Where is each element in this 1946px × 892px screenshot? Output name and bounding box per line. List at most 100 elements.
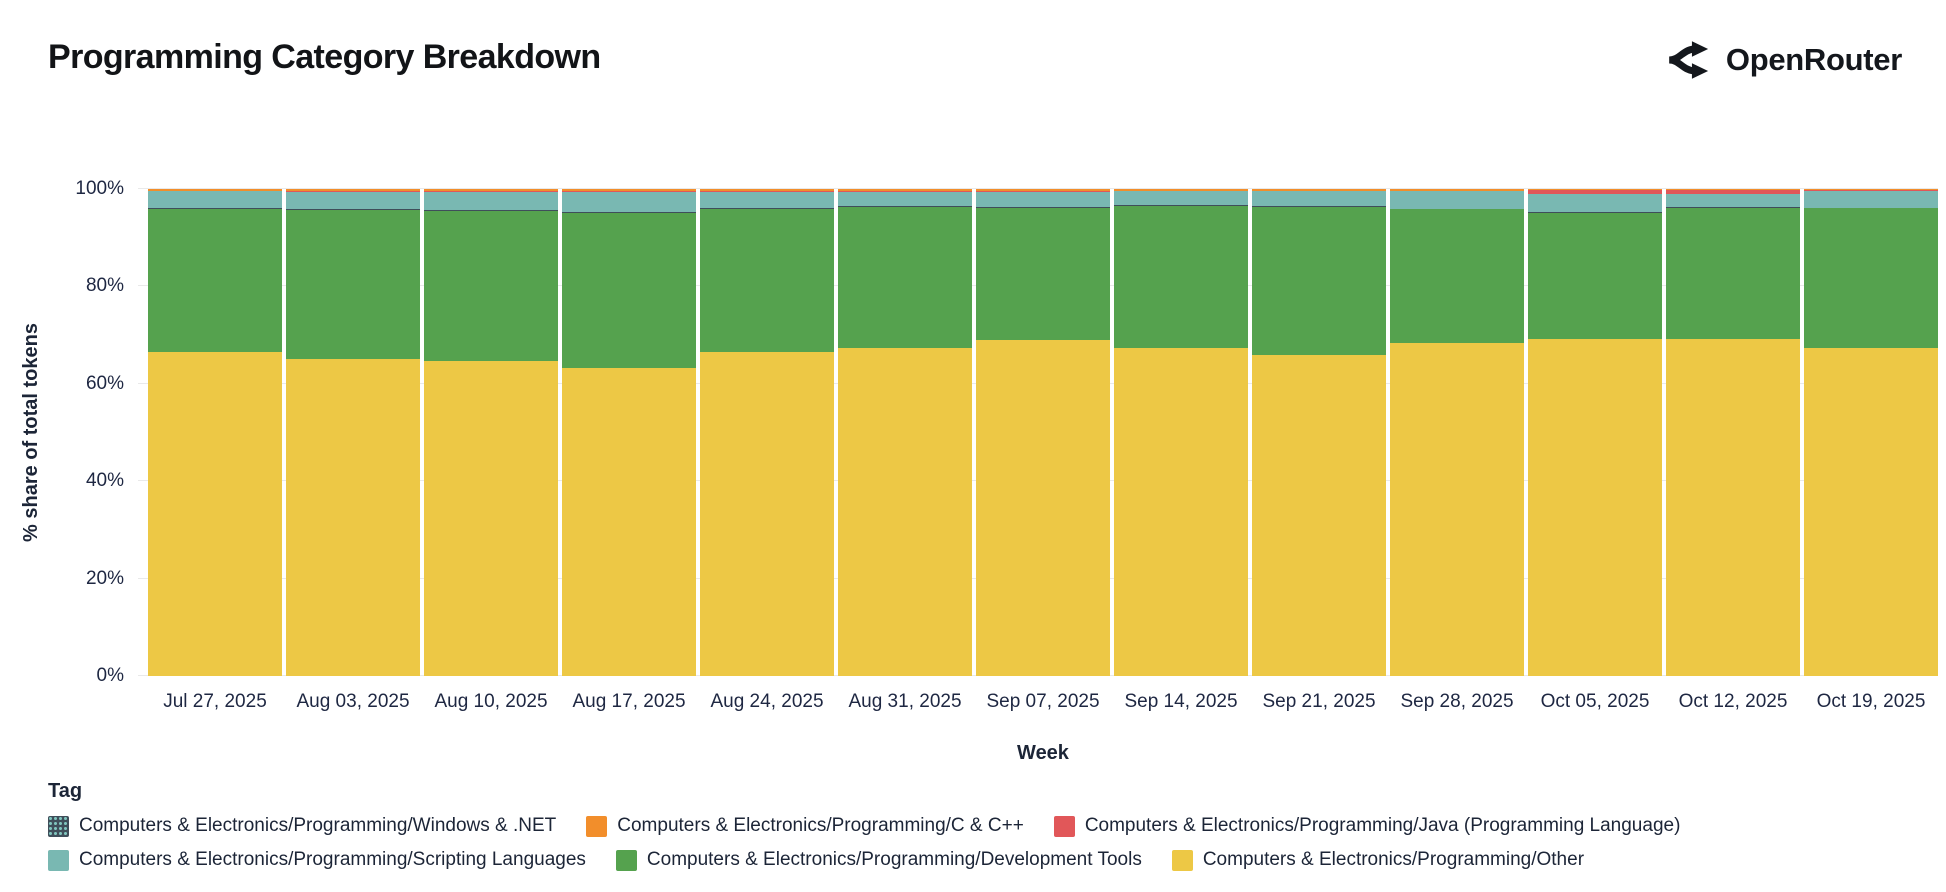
bar-segment-scripting-languages[interactable]: [1252, 191, 1386, 207]
bar-segment-scripting-languages[interactable]: [976, 191, 1110, 207]
bar-jul-27-2025[interactable]: [148, 189, 282, 676]
bar-segment-windows-net[interactable]: [148, 208, 282, 209]
bar-segment-scripting-languages[interactable]: [562, 191, 696, 212]
gridline-100: [138, 188, 1938, 189]
bar-sep-21-2025[interactable]: [1252, 189, 1386, 676]
bar-segment-other[interactable]: [286, 358, 420, 676]
bar-segment-development-tools[interactable]: [424, 210, 558, 361]
bar-segment-other[interactable]: [838, 348, 972, 676]
legend-label: Computers & Electronics/Programming/Deve…: [646, 849, 1142, 870]
bar-segment-scripting-languages[interactable]: [286, 191, 420, 209]
x-tick-label: Sep 14, 2025: [1124, 691, 1238, 712]
bar-segment-windows-net[interactable]: [1528, 212, 1662, 214]
legend-item-scripting-languages[interactable]: Computers & Electronics/Programming/Scri…: [48, 849, 586, 871]
bar-segment-development-tools[interactable]: [1804, 208, 1938, 348]
bar-segment-java-programming-language[interactable]: [1666, 189, 1800, 194]
bar-segment-other[interactable]: [148, 352, 282, 676]
bar-segment-development-tools[interactable]: [1666, 207, 1800, 339]
bar-segment-other[interactable]: [424, 360, 558, 676]
bar-segment-c-c[interactable]: [838, 189, 972, 192]
bars-container: [148, 189, 1938, 676]
bar-segment-c-c[interactable]: [1252, 189, 1386, 191]
bar-segment-windows-net[interactable]: [838, 206, 972, 208]
bar-aug-31-2025[interactable]: [838, 189, 972, 676]
bar-aug-17-2025[interactable]: [562, 189, 696, 676]
bar-segment-scripting-languages[interactable]: [424, 191, 558, 210]
bar-segment-scripting-languages[interactable]: [1804, 190, 1938, 208]
bar-segment-scripting-languages[interactable]: [148, 191, 282, 209]
bar-segment-development-tools[interactable]: [700, 208, 834, 353]
bar-segment-development-tools[interactable]: [286, 209, 420, 359]
bar-segment-windows-net[interactable]: [700, 208, 834, 209]
bar-segment-c-c[interactable]: [1390, 189, 1524, 191]
bar-segment-development-tools[interactable]: [148, 208, 282, 353]
page-title: Programming Category Breakdown: [48, 38, 601, 76]
bar-segment-other[interactable]: [976, 339, 1110, 676]
y-tick-label: 100%: [75, 178, 124, 199]
x-tick-label: Sep 07, 2025: [986, 691, 1100, 712]
bar-oct-19-2025[interactable]: [1804, 189, 1938, 676]
bar-segment-development-tools[interactable]: [1390, 209, 1524, 344]
bar-sep-07-2025[interactable]: [976, 189, 1110, 676]
bar-oct-12-2025[interactable]: [1666, 189, 1800, 676]
legend-item-java-programming-language[interactable]: Computers & Electronics/Programming/Java…: [1053, 815, 1680, 837]
legend-item-windows-net[interactable]: Computers & Electronics/Programming/Wind…: [48, 815, 556, 837]
x-tick-label: Sep 21, 2025: [1262, 691, 1376, 712]
bar-aug-10-2025[interactable]: [424, 189, 558, 676]
bar-segment-c-c[interactable]: [424, 189, 558, 192]
bar-segment-development-tools[interactable]: [976, 207, 1110, 340]
bar-segment-c-c[interactable]: [700, 189, 834, 192]
bar-segment-other[interactable]: [700, 352, 834, 676]
legend-item-other[interactable]: Computers & Electronics/Programming/Othe…: [1171, 849, 1584, 871]
bar-segment-c-c[interactable]: [1114, 189, 1248, 191]
bar-segment-other[interactable]: [1666, 339, 1800, 676]
bar-segment-development-tools[interactable]: [838, 207, 972, 349]
bar-segment-windows-net[interactable]: [1252, 206, 1386, 208]
bar-segment-windows-net[interactable]: [1390, 208, 1524, 210]
x-tick-label: Aug 03, 2025: [296, 691, 410, 712]
bar-segment-windows-net[interactable]: [286, 208, 420, 210]
legend-item-development-tools[interactable]: Computers & Electronics/Programming/Deve…: [615, 849, 1142, 871]
bar-sep-28-2025[interactable]: [1390, 189, 1524, 676]
openrouter-logo-icon: [1668, 41, 1708, 79]
y-axis-ticks: 0% 20% 40% 60% 80% 100%: [0, 178, 140, 686]
bar-segment-c-c[interactable]: [976, 189, 1110, 192]
legend-row-2: Computers & Electronics/Programming/Scri…: [48, 849, 1916, 871]
y-tick-label: 40%: [85, 470, 124, 492]
bar-segment-other[interactable]: [1804, 347, 1938, 676]
bar-segment-other[interactable]: [1252, 355, 1386, 676]
bar-segment-java-programming-language[interactable]: [1528, 189, 1662, 195]
bar-segment-other[interactable]: [1528, 339, 1662, 676]
bar-segment-other[interactable]: [562, 367, 696, 676]
bar-segment-development-tools[interactable]: [1252, 207, 1386, 356]
bar-segment-c-c[interactable]: [562, 189, 696, 192]
bar-segment-windows-net[interactable]: [1114, 204, 1248, 206]
legend-swatch: [1171, 849, 1193, 871]
bar-segment-scripting-languages[interactable]: [1666, 193, 1800, 207]
bar-segment-windows-net[interactable]: [424, 209, 558, 211]
legend-label: Computers & Electronics/Programming/Scri…: [79, 849, 586, 870]
bar-segment-windows-net[interactable]: [976, 206, 1110, 208]
bar-segment-development-tools[interactable]: [1528, 213, 1662, 339]
bar-segment-scripting-languages[interactable]: [1114, 191, 1248, 205]
bar-segment-scripting-languages[interactable]: [838, 191, 972, 207]
bar-segment-development-tools[interactable]: [1114, 205, 1248, 349]
bar-segment-scripting-languages[interactable]: [1390, 191, 1524, 209]
bar-segment-c-c[interactable]: [286, 189, 420, 192]
bar-segment-scripting-languages[interactable]: [1528, 194, 1662, 213]
bar-aug-03-2025[interactable]: [286, 189, 420, 676]
bar-sep-14-2025[interactable]: [1114, 189, 1248, 676]
bar-segment-development-tools[interactable]: [562, 212, 696, 368]
bar-segment-c-c[interactable]: [1804, 189, 1938, 191]
bar-segment-c-c[interactable]: [148, 189, 282, 191]
bar-oct-05-2025[interactable]: [1528, 189, 1662, 676]
bar-segment-scripting-languages[interactable]: [700, 191, 834, 209]
bar-segment-windows-net[interactable]: [1666, 206, 1800, 208]
bar-segment-other[interactable]: [1114, 348, 1248, 676]
bar-segment-windows-net[interactable]: [1804, 207, 1938, 209]
bar-segment-other[interactable]: [1390, 343, 1524, 676]
bar-segment-windows-net[interactable]: [562, 211, 696, 213]
legend-item-c-c[interactable]: Computers & Electronics/Programming/C & …: [586, 815, 1024, 837]
bar-aug-24-2025[interactable]: [700, 189, 834, 676]
